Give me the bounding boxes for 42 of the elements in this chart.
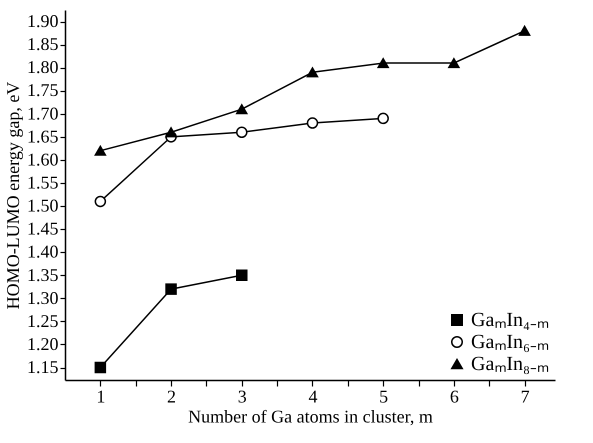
y-tick-label: 1.25 bbox=[27, 310, 58, 331]
y-tick-label: 1.75 bbox=[27, 80, 58, 100]
y-tick-label: 1.70 bbox=[27, 103, 58, 124]
point bbox=[94, 196, 106, 208]
y-tick-label: 1.90 bbox=[27, 11, 58, 32]
x-tick-label: 6 bbox=[450, 386, 459, 406]
x-tick-label: 4 bbox=[308, 386, 318, 406]
x-tick-label: 3 bbox=[238, 386, 247, 406]
point bbox=[448, 58, 460, 68]
point bbox=[236, 104, 248, 114]
y-tick-label: 1.20 bbox=[27, 334, 58, 354]
x-tick-label: 5 bbox=[379, 386, 388, 406]
y-tick-label: 1.50 bbox=[27, 196, 58, 216]
y-tick-label: 1.55 bbox=[27, 172, 58, 193]
point bbox=[306, 67, 318, 78]
y-tick-label: 1.35 bbox=[27, 264, 58, 285]
point bbox=[306, 117, 318, 129]
point bbox=[94, 362, 106, 374]
point bbox=[165, 283, 177, 295]
y-tick-label: 1.60 bbox=[27, 149, 58, 170]
point bbox=[518, 26, 530, 36]
y-tick-label: 1.45 bbox=[27, 218, 58, 239]
legend-label: GaₘIn₄₋ₘ bbox=[471, 309, 549, 331]
y-tick-label: 1.40 bbox=[27, 242, 58, 262]
point bbox=[165, 127, 177, 138]
legend-label: GaₘIn₈₋ₘ bbox=[471, 353, 549, 375]
x-axis-title: Number of Ga atoms in cluster, m bbox=[188, 406, 433, 426]
y-tick-label: 1.30 bbox=[27, 288, 58, 308]
point bbox=[377, 58, 389, 68]
y-axis-title: HOMO-LUMO energy gap, eV bbox=[3, 82, 23, 310]
y-tick-label: 1.65 bbox=[27, 126, 58, 146]
x-tick-label: 1 bbox=[96, 386, 106, 406]
y-tick-label: 1.85 bbox=[27, 34, 58, 54]
point bbox=[377, 112, 389, 124]
point bbox=[236, 270, 248, 282]
point bbox=[236, 126, 248, 138]
y-tick-label: 1.15 bbox=[27, 357, 58, 378]
x-tick-label: 7 bbox=[520, 386, 530, 406]
legend-label: GaₘIn₆₋ₘ bbox=[471, 331, 549, 353]
y-tick-label: 1.80 bbox=[27, 57, 58, 78]
x-tick-label: 2 bbox=[167, 386, 176, 406]
point bbox=[94, 146, 106, 156]
